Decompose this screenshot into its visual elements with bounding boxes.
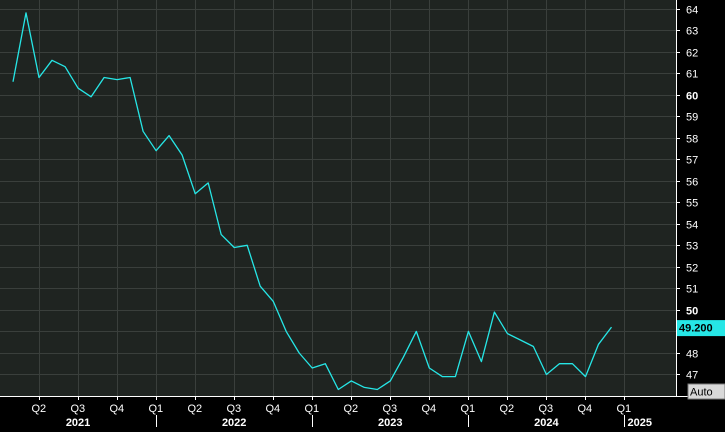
- y-tick-label: 59: [686, 112, 698, 124]
- plot-area: [0, 0, 676, 396]
- grid-lines: [0, 0, 676, 396]
- x-tick-label: Q1: [149, 403, 164, 415]
- y-tick-label: 52: [686, 263, 698, 275]
- y-tick-label: 53: [686, 241, 698, 253]
- x-tick-label: Q3: [227, 403, 242, 415]
- y-tick-label: 51: [686, 284, 698, 296]
- auto-button-bg[interactable]: [687, 383, 725, 400]
- y-tick-label: 58: [686, 134, 698, 146]
- y-tick-label: 57: [686, 155, 698, 167]
- year-label: 2023: [378, 417, 402, 427]
- y-tick-label: 47: [686, 370, 698, 382]
- y-tick-label: 56: [686, 177, 698, 189]
- last-value-badge: [677, 320, 725, 337]
- year-label: 2022: [222, 417, 246, 427]
- x-tick-label: Q3: [383, 403, 398, 415]
- y-tick-label: 62: [686, 48, 698, 60]
- x-tick-label: Q1: [461, 403, 476, 415]
- y-tick-label: 55: [686, 198, 698, 210]
- year-label: 2025: [628, 417, 652, 427]
- last-value-marker: 49.200: [677, 320, 725, 337]
- y-tick-label: 60: [686, 91, 698, 103]
- auto-scale-control[interactable]: Auto: [687, 383, 725, 400]
- x-tick-label: Q2: [32, 403, 47, 415]
- y-axis: 47 48 50 51 52 53 54 55 56 57 58 59 60 61 62 63 64: [676, 0, 698, 396]
- x-tick-label: Q3: [539, 403, 554, 415]
- x-tick-label: Q2: [344, 403, 359, 415]
- x-tick-label: Q4: [422, 403, 437, 415]
- y-tick-label: 64: [686, 5, 698, 17]
- x-tick-label: Q2: [188, 403, 203, 415]
- y-tick-label: 63: [686, 26, 698, 38]
- y-tick-label: 54: [686, 220, 698, 232]
- auto-button-label[interactable]: Auto: [690, 387, 713, 399]
- x-tick-label: Q3: [71, 403, 86, 415]
- x-tick-label: Q1: [617, 403, 632, 415]
- x-tick-label: Q1: [305, 403, 320, 415]
- x-tick-label: Q4: [110, 403, 125, 415]
- x-tick-label: Q4: [266, 403, 281, 415]
- last-value-label: 49.200: [679, 323, 713, 335]
- y-tick-label: 48: [686, 349, 698, 361]
- y-tick-label: 61: [686, 69, 698, 81]
- series-layer: [12, 12, 613, 391]
- year-label: 2024: [534, 417, 559, 427]
- x-tick-label: Q4: [578, 403, 593, 415]
- year-label: 2021: [66, 417, 90, 427]
- x-tick-label: Q2: [500, 403, 515, 415]
- y-tick-label: 50: [686, 306, 698, 318]
- x-axis: Q2 Q3 Q4 Q1 Q2 Q3 Q4 Q1 Q2 Q3 Q4 Q1 Q2 Q3 Q4 Q1 2021 2022…: [0, 396, 725, 429]
- series-line: [12, 12, 613, 391]
